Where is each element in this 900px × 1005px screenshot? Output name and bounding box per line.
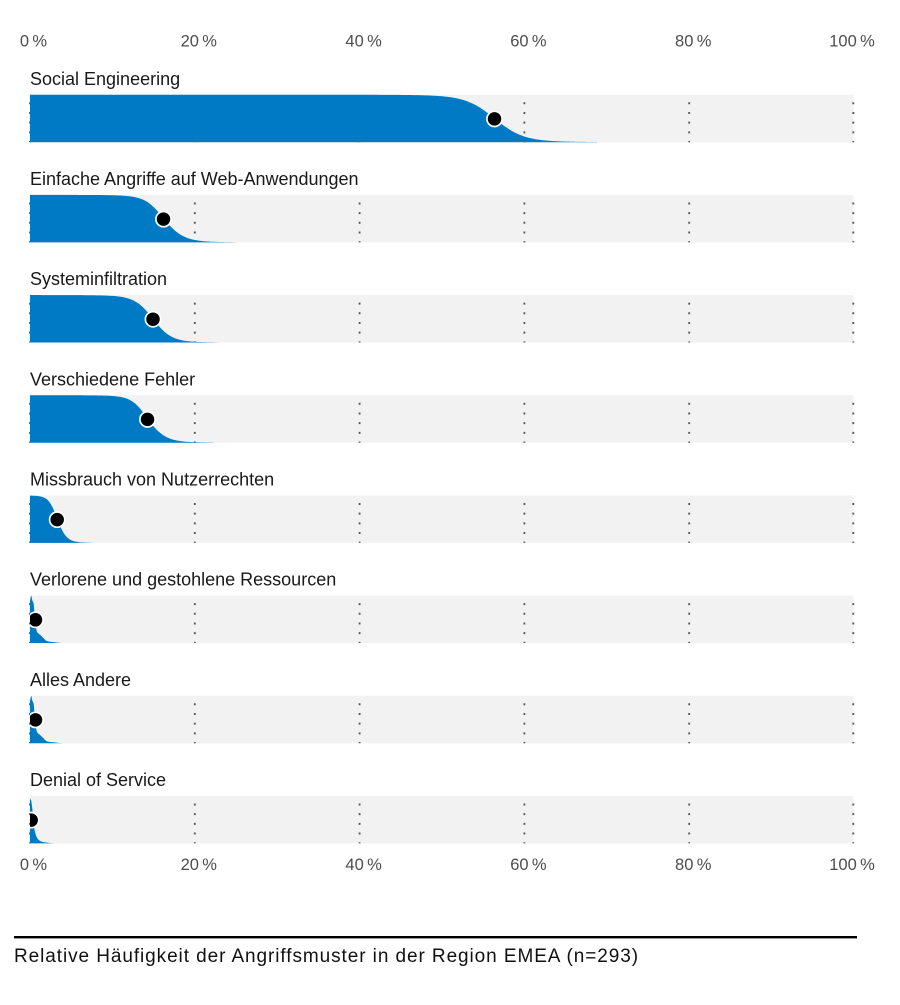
svg-text:Social Engineering: Social Engineering [30, 69, 180, 89]
svg-text:40 %: 40 % [345, 33, 382, 51]
svg-text:Alles Andere: Alles Andere [30, 670, 131, 690]
svg-text:20 %: 20 % [181, 856, 218, 874]
svg-text:80 %: 80 % [675, 856, 712, 874]
svg-text:40 %: 40 % [345, 856, 382, 874]
svg-text:Denial of Service: Denial of Service [30, 770, 166, 790]
svg-text:Missbrauch von Nutzerrechten: Missbrauch von Nutzerrechten [30, 470, 274, 490]
svg-text:60 %: 60 % [510, 33, 547, 51]
svg-text:Systeminfiltration: Systeminfiltration [30, 269, 167, 289]
svg-text:100 %: 100 % [829, 33, 875, 51]
svg-text:Verschiedene Fehler: Verschiedene Fehler [30, 369, 195, 389]
svg-text:Verlorene und gestohlene Resso: Verlorene und gestohlene Ressourcen [30, 570, 336, 590]
svg-text:80 %: 80 % [675, 33, 712, 51]
svg-text:20 %: 20 % [181, 33, 218, 51]
svg-text:Einfache Angriffe auf Web-Anwe: Einfache Angriffe auf Web-Anwendungen [30, 169, 359, 189]
svg-text:0 %: 0 % [20, 856, 47, 874]
svg-text:0 %: 0 % [20, 33, 47, 51]
svg-text:100 %: 100 % [829, 856, 875, 874]
svg-text:60 %: 60 % [510, 856, 547, 874]
svg-text:Relative Häufigkeit der Angrif: Relative Häufigkeit der Angriffsmuster i… [14, 946, 639, 967]
